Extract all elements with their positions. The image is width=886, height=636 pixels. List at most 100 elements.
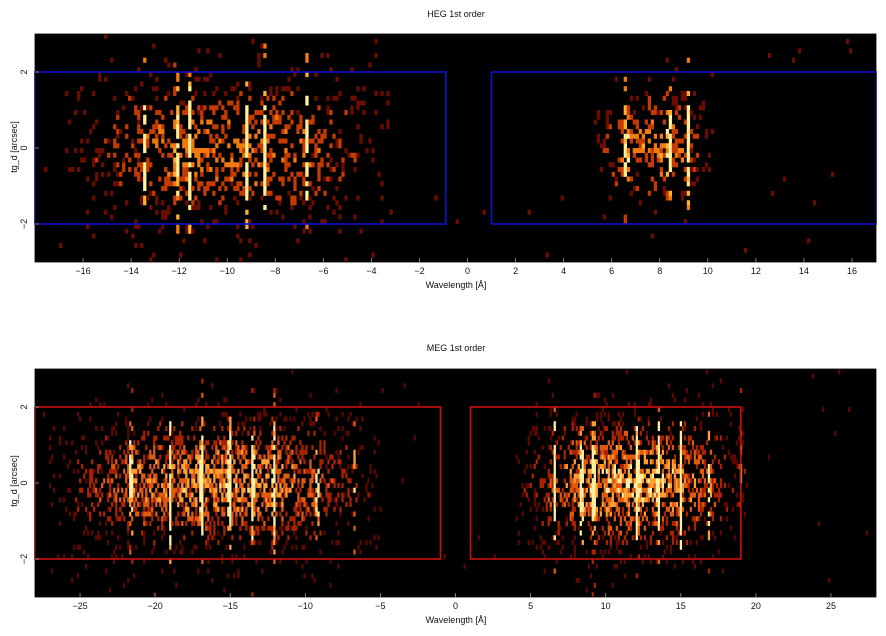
- meg-event-bin: [693, 426, 697, 432]
- meg-event-bin: [347, 492, 350, 498]
- heg-event-bin: [353, 167, 357, 173]
- heg-event-bin: [104, 138, 108, 144]
- meg-event-bin: [201, 449, 204, 455]
- meg-event-bin: [251, 459, 254, 465]
- meg-event-bin: [733, 459, 737, 465]
- meg-event-bin: [529, 483, 532, 489]
- heg-event-bin: [176, 228, 180, 234]
- meg-event-bin: [283, 544, 286, 550]
- meg-event-bin: [169, 449, 172, 455]
- heg-event-bin: [230, 167, 234, 173]
- meg-event-bin: [269, 464, 272, 470]
- meg-event-bin: [125, 421, 128, 427]
- heg-event-bin: [290, 143, 294, 149]
- meg-event-bin: [155, 511, 158, 517]
- meg-event-bin: [195, 487, 198, 493]
- meg-event-bin: [617, 540, 620, 546]
- meg-event-bin: [629, 516, 633, 522]
- meg-event-bin: [707, 468, 711, 474]
- meg-event-bin: [63, 497, 66, 503]
- heg-event-bin: [314, 95, 318, 101]
- meg-event-bin: [629, 473, 633, 479]
- heg-event-bin: [248, 143, 252, 149]
- meg-event-bin: [521, 492, 524, 498]
- meg-event-bin: [667, 478, 671, 484]
- heg-event-bin: [329, 167, 333, 173]
- meg-event-bin: [205, 440, 208, 446]
- heg-event-bin: [239, 143, 243, 149]
- meg-event-bin: [655, 464, 659, 470]
- meg-event-bin: [91, 487, 94, 493]
- heg-event-bin: [686, 148, 691, 154]
- heg-event-bin: [164, 181, 168, 187]
- heg-event-bin: [167, 62, 171, 68]
- meg-event-bin: [621, 473, 624, 479]
- meg-event-bin: [621, 449, 624, 455]
- heg-event-bin: [239, 91, 243, 97]
- meg-event-bin: [249, 478, 252, 484]
- meg-event-bin: [607, 511, 610, 517]
- heg-event-bin: [629, 176, 634, 182]
- meg-event-bin: [321, 459, 324, 465]
- heg-event-bin: [677, 114, 682, 120]
- meg-event-bin: [225, 459, 228, 465]
- meg-event-bin: [193, 502, 196, 508]
- meg-events: [43, 369, 869, 598]
- heg-event-bin: [335, 138, 339, 144]
- heg-event-bin: [188, 171, 192, 177]
- meg-event-bin: [603, 487, 606, 493]
- heg-event-bin: [164, 186, 168, 192]
- meg-event-bin: [573, 449, 576, 455]
- heg-event-bin: [668, 86, 673, 92]
- meg-event-bin: [347, 464, 350, 470]
- meg-event-bin: [609, 525, 612, 531]
- meg-event-bin: [639, 544, 643, 550]
- heg-event-bin: [626, 148, 630, 154]
- heg-event-bin: [173, 86, 177, 92]
- meg-event-bin: [337, 459, 340, 465]
- heg-y-tick-label: 2: [19, 69, 29, 74]
- meg-event-bin: [129, 487, 132, 493]
- heg-event-bin: [227, 143, 231, 149]
- meg-event-bin: [161, 535, 164, 541]
- heg-event-bin: [248, 195, 252, 201]
- heg-event-bin: [143, 195, 147, 201]
- heg-event-bin: [185, 200, 189, 206]
- meg-event-bin: [115, 492, 118, 498]
- meg-event-bin: [281, 487, 284, 493]
- meg-event-bin: [329, 497, 332, 503]
- meg-event-bin: [315, 497, 318, 503]
- meg-event-bin: [527, 435, 530, 441]
- meg-event-bin: [671, 535, 675, 541]
- meg-event-bin: [693, 454, 697, 460]
- heg-event-bin: [674, 105, 679, 111]
- meg-event-bin: [147, 511, 150, 517]
- meg-event-bin: [217, 454, 220, 460]
- heg-event-bin: [605, 119, 609, 125]
- meg-event-bin: [675, 468, 679, 474]
- meg-event-bin: [579, 468, 582, 474]
- meg-event-bin: [127, 578, 130, 584]
- meg-event-bin: [645, 478, 649, 484]
- heg-event-bin: [617, 157, 621, 163]
- meg-event-bin: [617, 511, 620, 517]
- meg-event-bin: [591, 459, 594, 465]
- meg-event-bin: [253, 502, 256, 508]
- meg-event-bin: [675, 540, 679, 546]
- meg-event-bin: [579, 511, 582, 517]
- heg-panel: HEG 1st order −16 −14 −12 −10 −8 −6 −4 −2 0 2 4 6 8 1…: [9, 9, 877, 290]
- meg-event-bin: [217, 473, 220, 479]
- meg-event-bin: [701, 473, 705, 479]
- heg-event-bin: [83, 157, 87, 163]
- meg-event-bin: [169, 535, 172, 541]
- heg-event-bin: [173, 124, 177, 130]
- meg-event-bin: [189, 492, 192, 498]
- heg-event-bin: [116, 114, 120, 120]
- meg-event-bin: [127, 497, 130, 503]
- heg-event-bin: [68, 119, 72, 125]
- meg-x-axis: −25 −20 −15 −10 −5 0 5 10 15 20 25: [72, 593, 836, 611]
- meg-event-bin: [239, 497, 242, 503]
- heg-event-bin: [326, 152, 330, 158]
- heg-event-bin: [638, 138, 643, 144]
- meg-event-bin: [331, 478, 334, 484]
